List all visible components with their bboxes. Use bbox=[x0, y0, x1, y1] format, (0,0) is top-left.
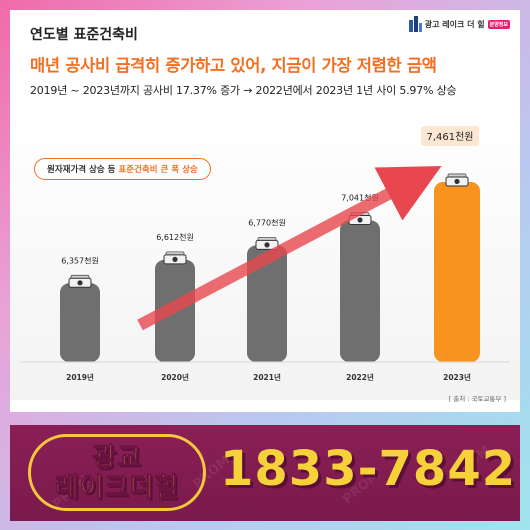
x-tick-label: 2021년 bbox=[253, 372, 281, 382]
bar-2023년 bbox=[434, 181, 480, 362]
value-label: 6,357천원 bbox=[61, 255, 99, 265]
callout-prefix: 원자재가격 상승 등 bbox=[47, 165, 119, 175]
headline: 매년 공사비 급격히 증가하고 있어, 지금이 가장 저렴한 금액 bbox=[30, 56, 437, 75]
bar-2022년 bbox=[340, 220, 380, 362]
bar-2021년 bbox=[247, 245, 287, 362]
value-label: 6,770천원 bbox=[248, 217, 286, 227]
value-label: 6,612천원 bbox=[156, 232, 194, 242]
money-icon bbox=[255, 236, 279, 250]
x-tick-label: 2022년 bbox=[346, 372, 374, 382]
x-tick-label: 2019년 bbox=[66, 372, 94, 382]
value-label: 7,041천원 bbox=[341, 193, 379, 203]
bar-2019년 bbox=[60, 283, 100, 362]
section-title: 연도별 표준건축비 bbox=[30, 27, 138, 43]
money-icon bbox=[163, 251, 187, 265]
value-label: 7,461천원 bbox=[426, 131, 473, 143]
brand-tag: 분양정보 bbox=[487, 19, 510, 29]
callout-badge: 원자재가격 상승 등 표준건축비 큰 폭 상승 bbox=[34, 158, 211, 180]
subline: 2019년 ~ 2023년까지 공사비 17.37% 증가 → 2022년에서 … bbox=[30, 84, 457, 97]
project-name-badge: 광교 레이크더힐 bbox=[28, 434, 206, 511]
project-name-line2: 레이크더힐 bbox=[54, 472, 180, 503]
money-icon bbox=[68, 274, 92, 288]
brand-logo: 광고 레이크 더 힐 분양정보 bbox=[408, 16, 510, 32]
brand-name: 광고 레이크 더 힐 bbox=[424, 19, 485, 29]
project-name-line1: 광교 bbox=[92, 442, 142, 473]
trend-arrow bbox=[137, 166, 442, 331]
callout-highlight: 표준건축비 큰 폭 상승 bbox=[118, 165, 198, 175]
contact-banner: PROM PROM PROM PROM 광교 레이크더힐 1833-7842 bbox=[10, 425, 520, 521]
x-tick-label: 2023년 bbox=[443, 372, 471, 382]
x-tick-label: 2020년 bbox=[161, 372, 189, 382]
building-icon bbox=[408, 16, 422, 32]
value-label-pill bbox=[421, 125, 479, 146]
phone-number[interactable]: 1833-7842 bbox=[220, 441, 517, 497]
source-note: [ 출처 : 국토교통부 ] bbox=[448, 395, 506, 403]
money-icon bbox=[445, 173, 469, 187]
